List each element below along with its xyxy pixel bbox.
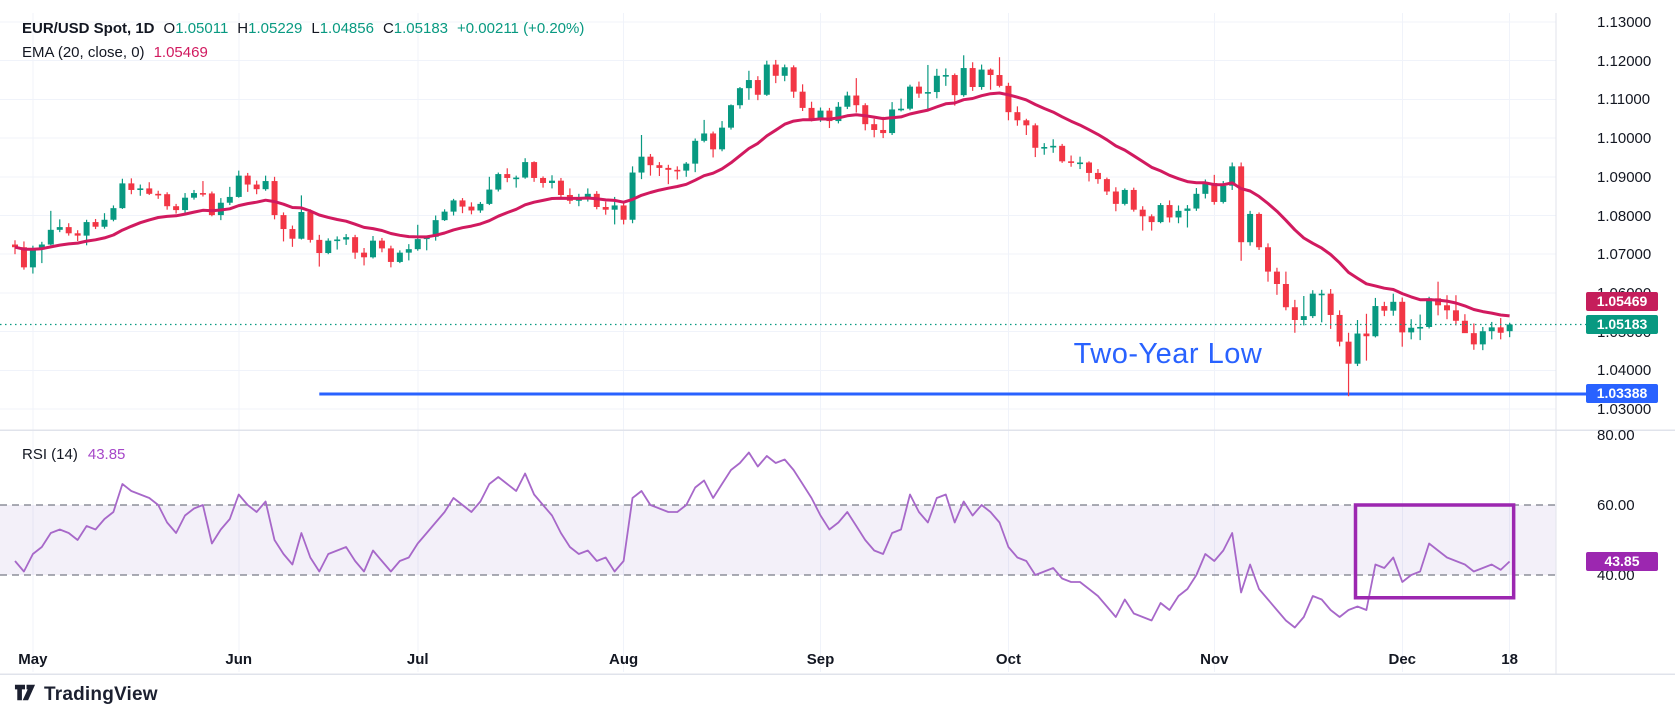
time-axis-label: Oct: [995, 651, 1021, 668]
price-axis-label: 1.03000: [1597, 401, 1652, 418]
ohlc-high: H1.05229: [237, 20, 303, 37]
tradingview-logo[interactable]: TradingView: [14, 684, 158, 706]
rsi-value-badge: 43.85: [1586, 552, 1658, 571]
last-price-badge: 1.05183: [1586, 315, 1658, 334]
price-axis-label: 1.04000: [1597, 362, 1652, 380]
two-year-low-annotation: Two-Year Low: [1073, 338, 1263, 370]
price-axis-label: 1.13000: [1597, 14, 1652, 31]
time-axis-label: Nov: [1200, 651, 1229, 668]
time-axis-label: Dec: [1388, 651, 1417, 668]
change-value: +0.00211 (+0.20%): [457, 20, 585, 37]
time-axis-label: 18: [1501, 651, 1518, 668]
time-axis-label: Jul: [406, 651, 429, 668]
symbol-legend: EUR/USD Spot, 1D O1.05011 H1.05229 L1.04…: [22, 20, 584, 37]
time-axis-label: May: [18, 651, 48, 668]
ema-legend: EMA (20, close, 0) 1.05469: [22, 44, 208, 61]
price-axis-label: 1.12000: [1597, 52, 1652, 70]
ema-price-badge: 1.05469: [1586, 292, 1658, 311]
level-price-badge: 1.03388: [1586, 384, 1658, 403]
price-axis-label: 1.09000: [1597, 168, 1652, 186]
tradingview-logo-icon: [14, 684, 36, 706]
rsi-axis-label: 80.00: [1597, 427, 1635, 444]
symbol-title: EUR/USD Spot, 1D: [22, 20, 155, 37]
time-axis-label: Aug: [609, 651, 639, 668]
time-axis-label: Jun: [225, 651, 253, 668]
price-axis-label: 1.11000: [1597, 91, 1651, 109]
ohlc-close: C1.05183: [382, 20, 449, 37]
price-axis-label: 1.07000: [1597, 246, 1652, 264]
time-axis-label: Sep: [806, 651, 835, 668]
rsi-axis-label: 40.00: [1597, 567, 1635, 584]
price-axis-label: 1.10000: [1597, 130, 1652, 148]
tradingview-logo-text: TradingView: [44, 684, 158, 705]
rsi-legend: RSI (14) 43.85: [22, 446, 125, 463]
ema-value: 1.05469: [153, 44, 208, 61]
ohlc-open: O1.05011: [163, 20, 229, 37]
rsi-value: 43.85: [87, 446, 126, 463]
price-axis-label: 1.08000: [1597, 207, 1652, 225]
rsi-axis-label: 60.00: [1597, 497, 1635, 514]
ohlc-low: L1.04856: [311, 20, 374, 37]
rsi-label: RSI (14): [22, 446, 78, 463]
ema-label: EMA (20, close, 0): [22, 44, 145, 61]
